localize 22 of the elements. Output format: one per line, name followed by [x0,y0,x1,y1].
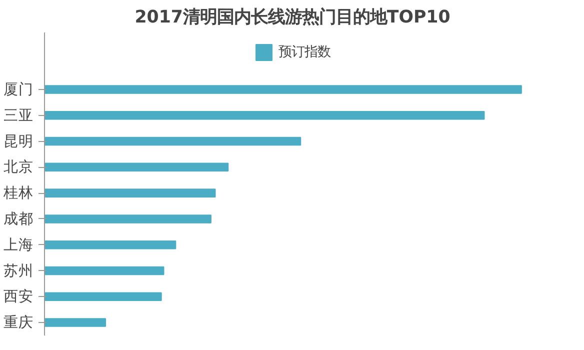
bar [44,85,522,94]
y-tick-label: 重庆 [4,314,34,332]
bar [44,318,106,327]
y-tick-label: 苏州 [4,262,34,280]
bar [44,188,216,198]
chart-title: 2017清明国内长线游热门目的地TOP10 [134,8,450,28]
bar [44,162,229,172]
y-tick-label: 厦门 [4,80,34,98]
y-tick-label: 北京 [4,158,34,176]
y-tick-label: 昆明 [4,132,34,150]
y-tick-label: 三亚 [4,106,34,124]
bar [44,110,485,120]
bar [44,266,164,276]
legend-label: 预订指数 [278,44,330,61]
y-tick-label: 西安 [4,288,34,306]
bar [44,136,302,146]
y-tick-label: 桂林 [2,184,34,202]
bar [44,292,162,302]
y-tick-label: 成都 [4,210,34,228]
bar [44,240,176,250]
bar [44,214,212,224]
y-tick-label: 上海 [4,236,34,254]
